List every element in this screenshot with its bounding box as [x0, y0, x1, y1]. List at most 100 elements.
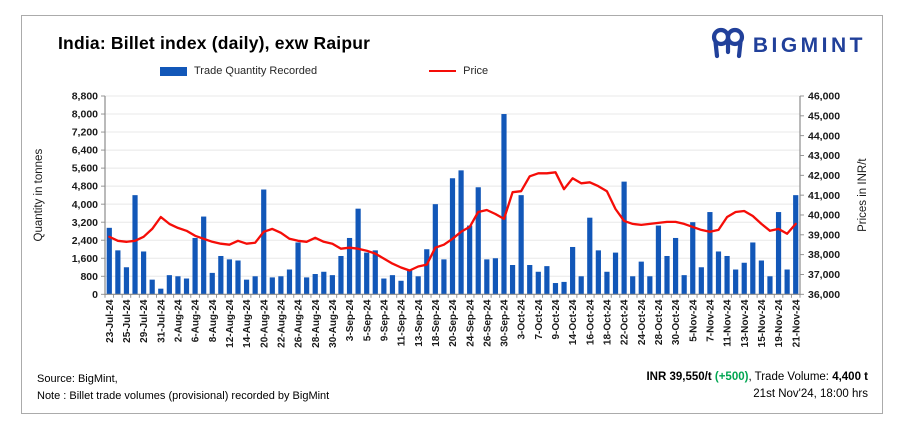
x-axis-tick-label: 21-Nov-24 — [791, 299, 802, 347]
trade-quantity-bar — [355, 208, 361, 295]
trade-quantity-bar — [449, 178, 456, 295]
trade-quantity-bar — [183, 278, 190, 295]
x-axis-tick-label: 7-Nov-24 — [706, 299, 717, 342]
x-axis-tick-label: 14-Aug-24 — [242, 299, 253, 348]
summary-volume-value: 4,400 t — [832, 371, 868, 383]
trade-quantity-bar — [226, 259, 233, 295]
price-summary: INR 39,550/t (+500), Trade Volume: 4,400… — [646, 369, 868, 403]
left-axis-tick-label: 2,400 — [72, 235, 98, 247]
trade-quantity-bar — [690, 222, 696, 295]
x-axis-tick-label: 25-Jul-24 — [122, 299, 133, 343]
trade-quantity-bar — [278, 276, 284, 295]
right-axis-title: Prices in INR/t — [857, 158, 869, 232]
trade-quantity-bar — [209, 272, 215, 295]
trade-quantity-bar — [484, 259, 490, 295]
price-line — [108, 171, 797, 272]
price-summary-line: INR 39,550/t (+500), Trade Volume: 4,400… — [646, 369, 868, 386]
trade-quantity-bar — [707, 212, 713, 295]
summary-change: (+500) — [714, 371, 749, 383]
right-axis-tick-label: 44,000 — [808, 130, 840, 142]
legend-bar-swatch — [160, 66, 187, 76]
right-axis-tick-label: 42,000 — [808, 170, 840, 182]
left-axis-tick-label: 800 — [80, 271, 98, 283]
trade-quantity-bar — [664, 255, 670, 295]
trade-quantity-bar — [741, 262, 747, 295]
x-axis-tick-label: 13-Nov-24 — [740, 299, 751, 347]
right-axis-tick-label: 38,000 — [808, 249, 840, 261]
x-axis-tick-label: 26-Aug-24 — [294, 299, 305, 348]
trade-quantity-bar — [758, 260, 764, 295]
x-axis-tick-label: 22-Aug-24 — [277, 299, 288, 348]
trade-quantity-bar — [123, 267, 130, 295]
summary-volume-label: Trade Volume: — [754, 371, 833, 383]
trade-quantity-bar — [698, 267, 704, 295]
trade-quantity-bar — [612, 252, 619, 295]
trade-quantity-bar — [715, 251, 722, 295]
x-axis-tick-label: 5-Nov-24 — [688, 299, 699, 342]
trade-quantity-bar — [775, 212, 782, 295]
trade-quantity-bar — [578, 276, 584, 295]
x-axis-tick-label: 28-Oct-24 — [654, 299, 665, 345]
x-axis-tick-label: 26-Sep-24 — [482, 299, 493, 347]
source-note: Source: BigMint, Note : Billet trade vol… — [37, 371, 329, 405]
right-axis-tick-label: 43,000 — [808, 150, 840, 162]
trade-quantity-bar — [492, 258, 499, 295]
left-axis-tick-label: 5,600 — [72, 163, 98, 175]
legend-bar-label: Trade Quantity Recorded — [194, 65, 318, 77]
trade-quantity-bar — [724, 255, 730, 295]
trade-quantity-bar — [587, 217, 593, 295]
trade-quantity-bar — [115, 250, 121, 295]
trade-quantity-bar — [235, 260, 241, 295]
x-axis-tick-label: 18-Oct-24 — [603, 299, 614, 345]
trade-quantity-bar — [672, 237, 679, 295]
left-axis-tick-label: 3,200 — [72, 217, 98, 229]
left-axis-tick-label: 7,200 — [72, 127, 98, 139]
trade-quantity-bar — [406, 269, 413, 295]
x-axis-tick-label: 30-Aug-24 — [328, 299, 339, 348]
right-axis-tick-label: 45,000 — [808, 110, 840, 122]
trade-quantity-bar — [106, 227, 112, 295]
trade-quantity-bar — [767, 276, 773, 295]
x-axis-tick-label: 3-Oct-24 — [517, 299, 528, 339]
trade-quantity-bar — [424, 249, 430, 295]
x-axis-tick-label: 5-Sep-24 — [362, 299, 373, 341]
right-axis-tick-label: 40,000 — [808, 210, 840, 222]
left-axis-tick-label: 4,000 — [72, 199, 98, 211]
trade-quantity-bar — [243, 279, 250, 295]
trade-quantity-bar — [304, 277, 310, 295]
bigmint-logo-text: BIGMINT — [752, 33, 866, 57]
bigmint-logo: BIGMINT — [710, 26, 866, 65]
x-axis-tick-label: 20-Sep-24 — [448, 299, 459, 347]
trade-quantity-bar — [630, 276, 636, 295]
trade-quantity-bar — [467, 225, 473, 295]
trade-quantity-bar — [286, 269, 293, 295]
x-axis-tick-label: 31-Jul-24 — [156, 299, 167, 343]
billet-index-chart: 0 800 1,600 2,400 3,200 4,000 4,800 5,600 6,400 7… — [33, 91, 869, 348]
trade-quantity-bar — [364, 252, 370, 295]
trade-quantity-bar — [475, 187, 481, 295]
trade-quantity-bar — [201, 216, 207, 295]
note-line: Note : Billet trade volumes (provisional… — [37, 390, 330, 402]
x-axis-tick-label: 29-Jul-24 — [139, 299, 150, 343]
legend-line-swatch — [429, 69, 457, 73]
x-axis-tick-label: 19-Nov-24 — [774, 299, 785, 347]
trade-quantity-bar — [158, 288, 164, 295]
chart-card: India: Billet index (daily), exw Raipur … — [21, 15, 883, 414]
x-axis-tick-label: 16-Oct-24 — [585, 299, 596, 345]
trade-quantity-bar — [321, 271, 327, 295]
x-axis-tick-label: 15-Nov-24 — [757, 299, 768, 347]
right-axis-tick-label: 37,000 — [808, 269, 840, 281]
x-axis-tick-label: 30-Sep-24 — [500, 299, 511, 347]
right-axis-tick-label: 39,000 — [808, 229, 840, 241]
trade-quantity-bar — [415, 276, 421, 295]
trade-quantity-bar — [218, 255, 224, 295]
trade-quantity-bar — [269, 277, 275, 295]
trade-quantity-bar — [252, 276, 258, 295]
x-axis-tick-label: 12-Aug-24 — [225, 299, 236, 348]
trade-quantity-bar — [389, 275, 396, 295]
summary-price: INR 39,550/t — [646, 371, 712, 383]
trade-quantity-bar — [647, 276, 653, 295]
x-axis-tick-label: 28-Aug-24 — [311, 299, 322, 348]
source-line: Source: BigMint, — [37, 373, 118, 385]
